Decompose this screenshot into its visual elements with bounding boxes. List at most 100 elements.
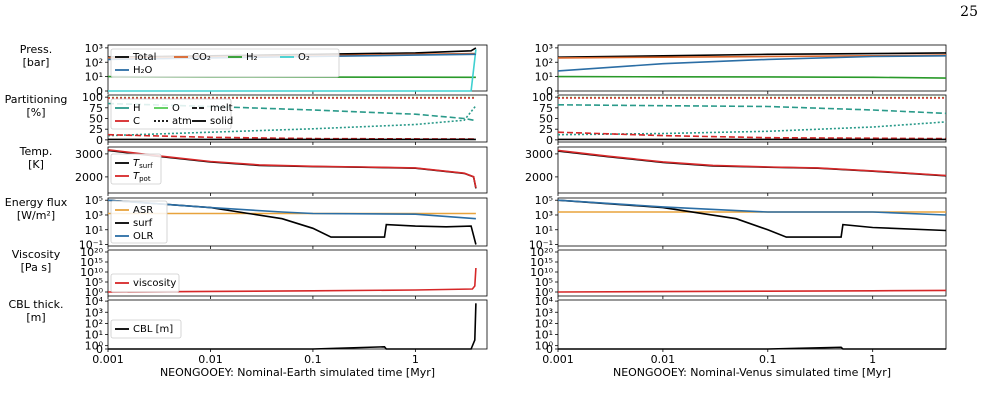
x-tick-label: 0.1 — [759, 353, 777, 366]
y-tick-label: 10⁵ — [85, 194, 103, 207]
series-line — [107, 105, 477, 137]
y-tick-label: 0 — [96, 85, 103, 98]
legend-label: ASR — [133, 205, 153, 216]
y-tick-label: 10⁰ — [85, 286, 104, 299]
series-line — [557, 131, 947, 140]
y-tick-label: 10⁰ — [85, 340, 104, 353]
y-tick-label: 0 — [96, 343, 103, 356]
legend-label: melt — [210, 103, 233, 114]
legend-label: H₂O — [133, 65, 153, 76]
y-tick-label: 10⁵ — [535, 276, 553, 289]
y-tick-label: 10⁵ — [535, 194, 553, 207]
y-tick-label: 10¹ — [85, 71, 103, 84]
y-tick-label: 10² — [535, 317, 553, 330]
x-axis-label: NEONGOOEY: Nominal-Venus simulated time … — [613, 366, 891, 379]
series-line — [557, 199, 947, 216]
x-tick-label: 0.1 — [304, 353, 322, 366]
y-axis-label: Temp. — [19, 145, 53, 158]
series-line — [557, 121, 947, 136]
y-tick-label: 10¹ — [535, 224, 553, 237]
series-line — [108, 303, 477, 350]
y-tick-label: 3000 — [525, 148, 553, 161]
y-tick-label: 0 — [546, 85, 553, 98]
x-tick-label: 0.001 — [92, 353, 124, 366]
y-tick-label: 75 — [539, 102, 553, 115]
y-tick-label: 10¹⁵ — [530, 256, 553, 269]
x-tick-label: 0.01 — [651, 353, 676, 366]
y-tick-label: 10¹ — [85, 224, 103, 237]
series-line — [557, 289, 947, 293]
legend-label: O — [172, 103, 180, 114]
y-axis-label: [%] — [26, 106, 45, 119]
y-tick-label: 50 — [539, 113, 553, 126]
series-line — [107, 133, 476, 140]
axes-frame — [107, 197, 488, 247]
y-tick-label: 100 — [532, 91, 553, 104]
legend-label: atm — [172, 116, 192, 127]
series-line — [557, 149, 947, 177]
y-tick-label: 2000 — [525, 171, 553, 184]
y-axis-label: CBL thick. — [8, 298, 63, 311]
y-tick-label: 0 — [546, 343, 553, 356]
legend-label: Tsurf — [133, 158, 153, 170]
x-tick-label: 1 — [869, 353, 876, 366]
y-tick-label: 10⁴ — [535, 295, 554, 308]
legend-label: H — [133, 103, 141, 114]
y-tick-label: 10¹⁰ — [80, 266, 103, 279]
y-tick-label: 10² — [535, 56, 553, 69]
legend-label: C — [133, 116, 140, 127]
axes-frame — [557, 146, 947, 194]
series-line — [107, 149, 477, 188]
y-tick-label: 2000 — [75, 171, 103, 184]
y-axis-label: Energy flux — [5, 196, 68, 209]
y-axis-label: [K] — [28, 158, 44, 171]
axes-frame — [107, 249, 488, 297]
y-tick-label: 25 — [539, 123, 553, 136]
y-axis-label: [W/m²] — [17, 209, 55, 222]
legend-box — [110, 48, 340, 78]
y-tick-label: 75 — [89, 102, 103, 115]
y-axis-label: Partitioning — [5, 93, 68, 106]
axes-frame — [557, 197, 947, 247]
y-tick-label: 10¹ — [535, 329, 553, 342]
series-line — [557, 75, 947, 79]
axes-frame — [557, 249, 947, 297]
y-axis-label: [m] — [26, 311, 45, 324]
y-tick-label: 10³ — [85, 306, 103, 319]
y-tick-label: 25 — [89, 123, 103, 136]
legend-box — [110, 319, 182, 339]
legend-label: CO₂ — [192, 52, 211, 63]
y-tick-label: 0 — [96, 134, 103, 147]
y-axis-label: [Pa s] — [21, 261, 52, 274]
y-tick-label: 10¹⁵ — [80, 256, 103, 269]
x-tick-label: 0.001 — [542, 353, 574, 366]
y-tick-label: 50 — [89, 113, 103, 126]
y-tick-label: 100 — [82, 91, 103, 104]
y-tick-label: 0 — [546, 134, 553, 147]
y-tick-label: 10²⁰ — [80, 246, 103, 259]
y-tick-label: 10⁰ — [535, 340, 554, 353]
y-tick-label: 10⁴ — [85, 295, 104, 308]
series-line — [107, 199, 476, 220]
y-tick-label: 10² — [85, 317, 103, 330]
series-line — [557, 104, 947, 115]
x-axis-label: NEONGOOEY: Nominal-Earth simulated time … — [160, 366, 435, 379]
y-tick-label: 10¹ — [535, 71, 553, 84]
y-tick-label: 10⁰ — [535, 286, 554, 299]
y-tick-label: 10³ — [535, 209, 553, 222]
axes-frame — [557, 44, 947, 92]
y-tick-label: 10³ — [85, 209, 103, 222]
series-line — [108, 49, 477, 92]
y-tick-label: 10⁻¹ — [529, 239, 553, 252]
y-axis-label: [bar] — [23, 56, 50, 69]
legend-label: H₂ — [246, 52, 258, 63]
y-tick-label: 10³ — [535, 42, 553, 55]
series-line — [107, 199, 477, 245]
y-tick-label: 10² — [85, 56, 103, 69]
axes-frame — [557, 94, 947, 143]
legend-label: viscosity — [133, 278, 176, 289]
y-tick-label: 10¹ — [85, 329, 103, 342]
y-tick-label: 3000 — [75, 148, 103, 161]
legend-label: Tpot — [133, 171, 151, 183]
